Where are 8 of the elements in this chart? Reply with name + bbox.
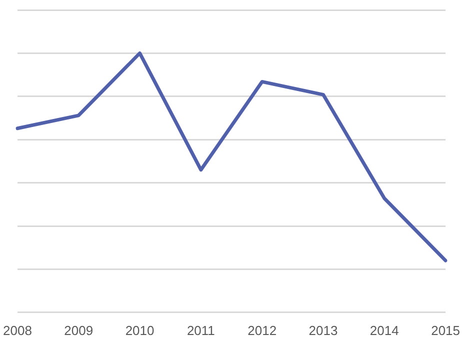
x-tick-label: 2012 <box>248 322 277 338</box>
x-tick-label: 2010 <box>125 322 154 338</box>
x-tick-label: 2014 <box>370 322 399 338</box>
x-tick-label: 2011 <box>186 322 215 338</box>
x-tick-label: 2013 <box>308 322 338 338</box>
x-tick-label: 2015 <box>431 322 460 338</box>
x-tick-label: 2008 <box>3 322 32 338</box>
x-tick-label: 2009 <box>64 322 94 338</box>
